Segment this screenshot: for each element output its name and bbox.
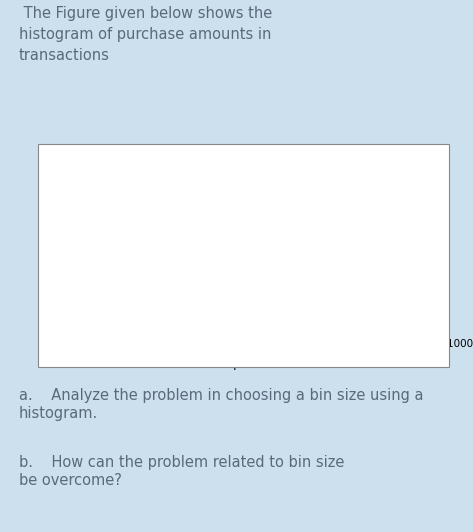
Bar <box>262 318 323 335</box>
Bar <box>323 327 383 335</box>
Text: x $1000: x $1000 <box>430 339 473 349</box>
Text: 6.7%: 6.7% <box>296 306 322 317</box>
Text: 60%: 60% <box>114 173 137 183</box>
Bar <box>80 185 141 335</box>
X-axis label: Amount per transaction: Amount per transaction <box>183 357 324 370</box>
Text: 10%: 10% <box>235 298 258 308</box>
Bar <box>141 285 201 335</box>
Text: The Figure given below shows the
histogram of purchase amounts in
transactions: The Figure given below shows the histogr… <box>19 6 272 63</box>
Text: b.    How can the problem related to bin size
be overcome?: b. How can the problem related to bin si… <box>19 455 344 488</box>
Text: 3.1%: 3.1% <box>356 315 383 326</box>
Text: 20%: 20% <box>175 273 197 283</box>
Bar <box>201 310 262 335</box>
Text: a.    Analyze the problem in choosing a bin size using a histogram.: a. Analyze the problem in choosing a bin… <box>19 388 423 421</box>
